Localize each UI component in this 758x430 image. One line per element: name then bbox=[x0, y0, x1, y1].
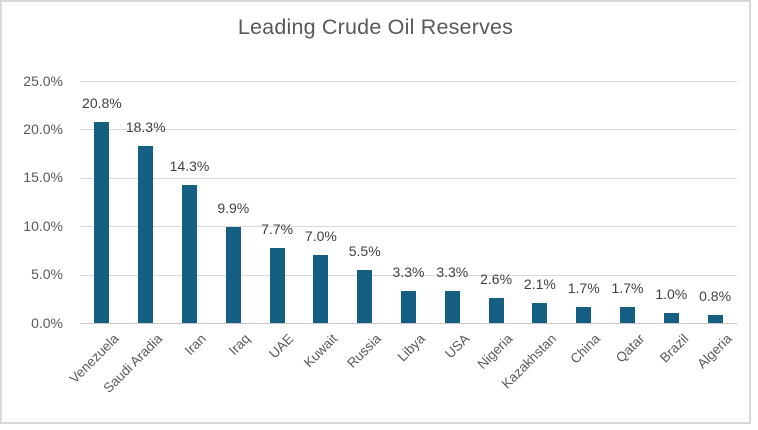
x-axis-category-label: Russia bbox=[344, 331, 385, 371]
x-axis-category-label: Nigeria bbox=[474, 331, 516, 372]
y-axis-tick-label: 5.0% bbox=[31, 266, 63, 283]
y-axis-tick-label: 20.0% bbox=[23, 120, 63, 137]
bar-nigeria bbox=[488, 297, 504, 323]
data-label: 5.5% bbox=[348, 242, 381, 259]
bar-brazil bbox=[663, 313, 679, 323]
data-label: 1.7% bbox=[567, 279, 600, 296]
data-label: 14.3% bbox=[169, 157, 210, 174]
data-label: 9.9% bbox=[217, 200, 250, 217]
data-label: 3.3% bbox=[436, 264, 469, 281]
gridline bbox=[80, 177, 737, 179]
bar-kazakhstan bbox=[532, 302, 548, 323]
bar-russia bbox=[357, 269, 373, 323]
bar-china bbox=[576, 306, 592, 323]
chart-frame: Leading Crude Oil Reserves 25.0% 20.0% 15.… bbox=[0, 0, 751, 424]
bar-qatar bbox=[620, 306, 635, 323]
x-axis-category-label: China bbox=[567, 331, 604, 367]
data-label: 7.7% bbox=[261, 221, 294, 238]
bar-saudi-aradia bbox=[138, 145, 154, 323]
gridline bbox=[80, 81, 737, 82]
data-label: 0.8% bbox=[699, 288, 732, 305]
x-axis-category-label: Kuwait bbox=[301, 331, 341, 371]
bar-iraq bbox=[225, 227, 241, 323]
data-label: 7.0% bbox=[304, 228, 337, 245]
x-axis-category-label: Qatar bbox=[612, 331, 648, 366]
x-axis-line bbox=[80, 323, 737, 324]
gridline bbox=[80, 274, 737, 276]
x-axis-category-label: Iran bbox=[182, 331, 210, 359]
bar-venezuela bbox=[94, 121, 110, 323]
data-label: 1.0% bbox=[655, 286, 688, 303]
bar-uae bbox=[269, 248, 285, 323]
x-axis-category-label: Algeria bbox=[694, 331, 735, 372]
x-axis-category-label: Libya bbox=[394, 331, 429, 365]
data-label: 2.6% bbox=[480, 270, 513, 287]
x-axis-category-label: Iraq bbox=[225, 331, 253, 359]
gridline bbox=[80, 129, 737, 131]
chart-title: Leading Crude Oil Reserves bbox=[237, 15, 514, 39]
bar-iran bbox=[182, 184, 197, 323]
bar-libya bbox=[401, 291, 416, 323]
data-label: 1.7% bbox=[611, 279, 644, 296]
x-axis-category-label: Brazil bbox=[656, 331, 691, 366]
data-label: 3.3% bbox=[392, 264, 425, 281]
bar-kuwait bbox=[313, 255, 329, 323]
x-axis-category-label: USA bbox=[441, 331, 472, 362]
bar-usa bbox=[444, 291, 460, 323]
data-label: 20.8% bbox=[82, 94, 122, 111]
y-axis-tick-label: 0.0% bbox=[31, 314, 63, 331]
data-label: 18.3% bbox=[125, 118, 166, 135]
bar-algeria bbox=[707, 315, 723, 323]
y-axis-tick-label: 25.0% bbox=[23, 72, 63, 89]
y-axis-tick-label: 10.0% bbox=[23, 217, 63, 234]
x-axis-category-label: UAE bbox=[266, 331, 297, 362]
data-label: 2.1% bbox=[523, 275, 556, 292]
y-axis-tick-label: 15.0% bbox=[23, 169, 63, 186]
gridline bbox=[80, 226, 737, 228]
